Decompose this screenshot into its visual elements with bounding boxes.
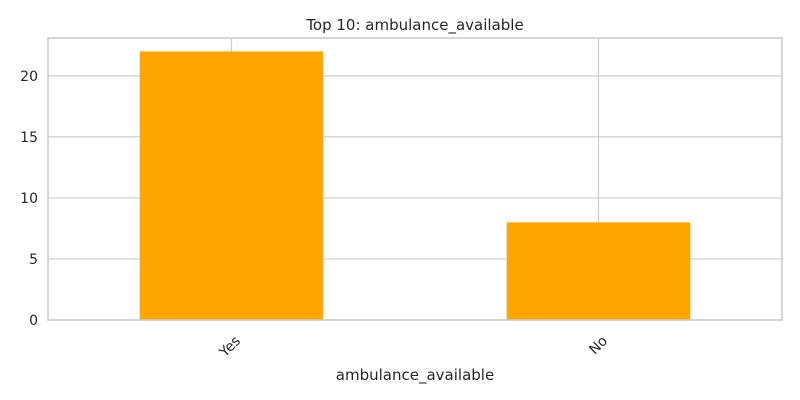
bar-no [506,222,691,320]
bar-yes [139,51,324,321]
y-tick-label: 5 [29,252,38,268]
x-axis-label: ambulance_available [336,366,494,385]
y-tick-label: 10 [20,191,38,207]
plot-frame [47,37,783,321]
bars [139,51,691,321]
chart-title: Top 10: ambulance_available [305,16,523,35]
x-tick-label: Yes [216,333,244,361]
y-tick-label: 20 [20,69,38,85]
y-tick-label: 0 [29,313,38,329]
y-axis-ticks: 0 5 10 15 20 [20,69,38,329]
x-axis-ticks: Yes No [216,333,611,361]
x-tick-label: No [586,333,611,358]
y-tick-label: 15 [20,130,38,146]
